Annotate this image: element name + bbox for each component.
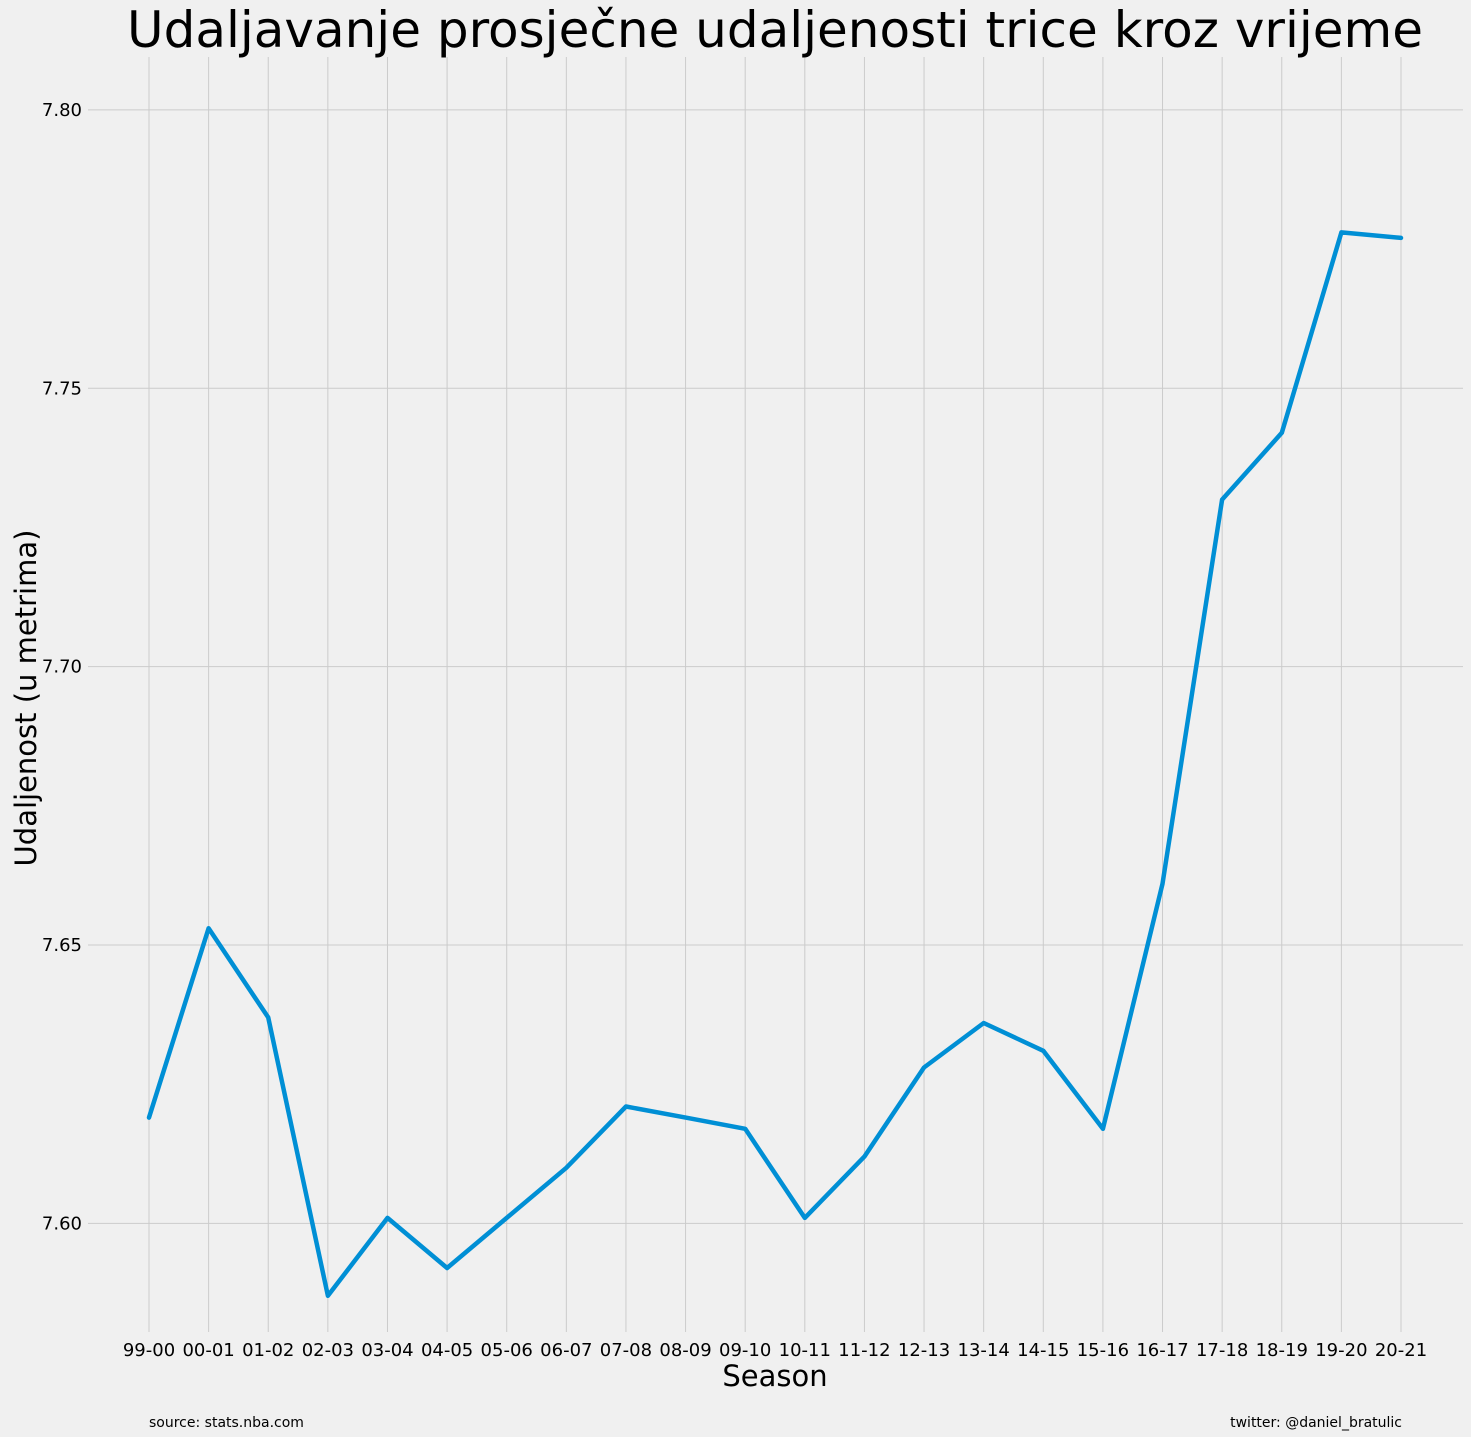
series-layer bbox=[146, 230, 1404, 1299]
x-tick-label: 13-14 bbox=[958, 1340, 1010, 1361]
x-tick-label: 01-02 bbox=[242, 1340, 294, 1361]
y-tick-label: 7.75 bbox=[42, 378, 82, 399]
x-tick-label: 07-08 bbox=[600, 1340, 652, 1361]
series-line bbox=[146, 230, 1404, 1299]
x-tick-label: 06-07 bbox=[540, 1340, 592, 1361]
x-tick-label: 08-09 bbox=[659, 1340, 711, 1361]
y-tick-label: 7.60 bbox=[42, 1213, 82, 1234]
y-tick-label: 7.80 bbox=[42, 100, 82, 121]
x-tick-label: 99-00 bbox=[123, 1340, 175, 1361]
x-axis-label: Season bbox=[722, 1359, 827, 1393]
y-axis-label: Udaljenost (u metrima) bbox=[9, 530, 43, 867]
x-tick-label: 09-10 bbox=[719, 1340, 771, 1361]
x-tick-label: 05-06 bbox=[481, 1340, 533, 1361]
x-tick-label: 16-17 bbox=[1136, 1340, 1188, 1361]
x-tick-label: 04-05 bbox=[421, 1340, 473, 1361]
x-tick-label: 10-11 bbox=[779, 1340, 831, 1361]
chart-title: Udaljavanje prosječne udaljenosti trice … bbox=[127, 1, 1423, 59]
x-axis-ticks: 99-00 00-01 01-02 02-03 03-04 04-05 05-06 06-07… bbox=[123, 1340, 1427, 1361]
x-tick-label: 00-01 bbox=[182, 1340, 234, 1361]
x-tick-label: 15-16 bbox=[1077, 1340, 1129, 1361]
x-tick-label: 11-12 bbox=[838, 1340, 890, 1361]
x-tick-label: 12-13 bbox=[898, 1340, 950, 1361]
x-tick-label: 20-21 bbox=[1375, 1340, 1427, 1361]
source-note: source: stats.nba.com bbox=[149, 1415, 304, 1431]
y-axis-ticks: 7.60 7.65 7.70 7.75 7.80 bbox=[42, 100, 82, 1235]
credit-note: twitter: @daniel_bratulic bbox=[1230, 1415, 1402, 1431]
x-tick-label: 19-20 bbox=[1315, 1340, 1367, 1361]
x-tick-label: 14-15 bbox=[1017, 1340, 1069, 1361]
x-tick-label: 17-18 bbox=[1196, 1340, 1248, 1361]
grid bbox=[88, 57, 1463, 1332]
x-tick-label: 18-19 bbox=[1256, 1340, 1308, 1361]
y-tick-label: 7.70 bbox=[42, 657, 82, 678]
x-tick-label: 03-04 bbox=[361, 1340, 413, 1361]
x-tick-label: 02-03 bbox=[302, 1340, 354, 1361]
y-tick-label: 7.65 bbox=[42, 935, 82, 956]
